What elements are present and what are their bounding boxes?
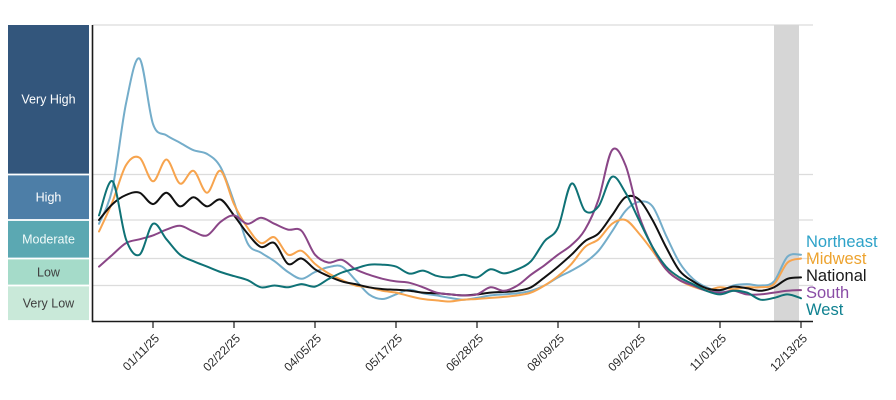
band-very-high bbox=[8, 25, 89, 174]
legend-label-south: South bbox=[806, 284, 849, 302]
series-line-west[interactable] bbox=[98, 175, 802, 301]
band-label-very-low: Very Low bbox=[23, 297, 75, 311]
x-tick-label: 05/17/25 bbox=[362, 331, 405, 374]
x-axis: 01/11/25 02/22/25 04/05/25 05/17/25 06/28/25… bbox=[91, 25, 813, 374]
band-label-low: Low bbox=[37, 265, 61, 279]
x-tick-label: 11/01/25 bbox=[687, 331, 730, 374]
band-moderate bbox=[8, 220, 89, 258]
x-tick-label: 04/05/25 bbox=[281, 331, 324, 374]
provisional-data-band bbox=[774, 25, 799, 321]
band-label-high: High bbox=[36, 191, 62, 205]
provisional-band-rect bbox=[774, 25, 799, 321]
band-high bbox=[8, 175, 89, 220]
x-tick-label: 12/13/25 bbox=[767, 331, 810, 374]
band-low bbox=[8, 259, 89, 285]
x-tick-label: 06/28/25 bbox=[443, 331, 486, 374]
x-tick-label: 09/20/25 bbox=[605, 331, 648, 374]
activity-band-column: Very High High Moderate Low Very Low bbox=[8, 25, 89, 321]
band-very-low bbox=[8, 286, 89, 321]
x-tick-label: 01/11/25 bbox=[120, 331, 163, 374]
x-tick-label: 08/09/25 bbox=[524, 331, 567, 374]
band-label-very-high: Very High bbox=[21, 93, 75, 107]
legend-label-midwest: Midwest bbox=[806, 250, 867, 268]
legend-label-northeast: Northeast bbox=[806, 233, 878, 251]
legend-label-west: West bbox=[806, 301, 844, 319]
legend-label-national: National bbox=[806, 267, 867, 285]
band-label-moderate: Moderate bbox=[22, 233, 75, 247]
series-lines-group[interactable] bbox=[98, 57, 802, 303]
plot-gridlines bbox=[92, 24, 813, 287]
x-tick-label: 02/22/25 bbox=[200, 331, 243, 374]
series-line-south[interactable] bbox=[98, 147, 802, 297]
series-line-northeast[interactable] bbox=[98, 57, 802, 301]
